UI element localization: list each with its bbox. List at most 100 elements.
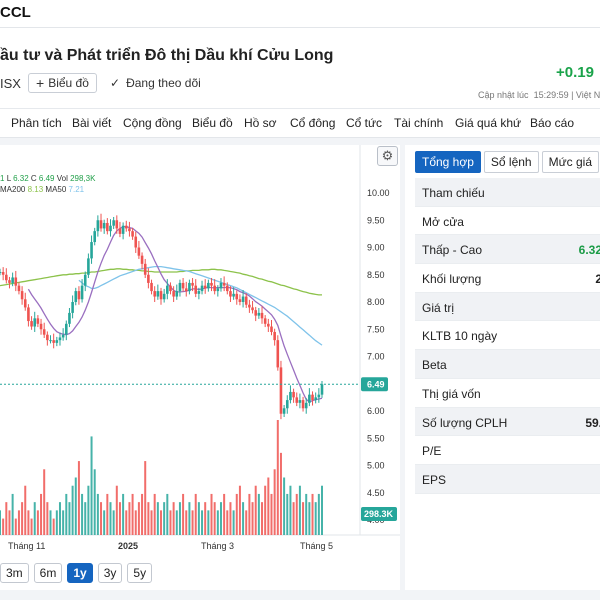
candle-body: [210, 282, 213, 286]
candle-body: [93, 231, 97, 243]
candle-body: [175, 291, 179, 297]
candle-body: [166, 285, 169, 294]
y-tick-label: 8.50: [367, 270, 385, 280]
tab-shareholders[interactable]: Cổ đông: [290, 116, 336, 130]
volume-bar: [5, 502, 8, 535]
volume-bar: [273, 469, 276, 535]
volume-bar: [279, 452, 282, 535]
tab-summary[interactable]: Tổng hợp: [415, 151, 481, 173]
volume-bar: [261, 502, 264, 535]
price-chart[interactable]: 10.009.509.008.508.007.507.006.506.005.5…: [0, 145, 400, 565]
volume-bar: [292, 502, 295, 535]
volume-bar: [125, 510, 128, 535]
tab-reports[interactable]: Báo cáo: [530, 116, 575, 130]
tab-order-book[interactable]: Sổ lệnh: [483, 151, 539, 173]
candle-body: [200, 285, 204, 292]
follow-toggle[interactable]: ✓ Đang theo dõi: [110, 76, 201, 90]
volume-bar: [106, 493, 109, 535]
tab-dividends[interactable]: Cổ tức: [346, 116, 383, 130]
volume-bar: [295, 493, 298, 535]
period-3m-button[interactable]: 3m: [0, 563, 29, 583]
tab-price-history[interactable]: Giá quá khứ: [455, 116, 522, 130]
volume-bar: [197, 502, 200, 535]
period-1y-button[interactable]: 1y: [67, 563, 93, 583]
volume-bar: [141, 493, 144, 535]
summary-panel: Tổng hợp Sổ lệnh Mức giá T Tham chiếu Mở …: [405, 145, 600, 590]
tab-price-levels[interactable]: Mức giá: [541, 151, 599, 173]
tab-articles[interactable]: Bài viết: [72, 116, 112, 130]
follow-label: Đang theo dõi: [126, 76, 201, 90]
main-tabs: Phân tích Bài viết Cộng đồng Biểu đồ Hồ …: [0, 108, 600, 138]
candle-body: [118, 228, 122, 234]
chart-settings-button[interactable]: ⚙: [377, 146, 398, 166]
volume-bar: [24, 485, 27, 535]
tab-financials[interactable]: Tài chính: [394, 116, 444, 130]
candle-body: [311, 394, 314, 401]
volume-bar: [156, 502, 159, 535]
candle-body: [42, 329, 46, 335]
candle-body: [156, 291, 160, 297]
volume-bar: [109, 502, 112, 535]
ma200-line: [0, 268, 322, 296]
candle-body: [279, 367, 283, 414]
candle-body: [292, 391, 295, 398]
candle-body: [20, 291, 24, 300]
period-3y-button[interactable]: 3y: [97, 563, 123, 583]
legend-close-label: C: [30, 174, 37, 183]
volume-bar: [62, 510, 65, 535]
volume-bar: [96, 493, 99, 535]
candle-body: [238, 299, 242, 302]
candle-body: [71, 302, 74, 313]
candle-body: [137, 247, 141, 256]
summary-row: Tham chiếu: [415, 178, 600, 207]
volume-bar: [153, 493, 156, 535]
candle-body: [159, 291, 163, 300]
candle-body: [131, 231, 134, 237]
candle-body: [181, 282, 185, 289]
y-tick-label: 7.50: [367, 324, 385, 334]
plus-icon: +: [36, 75, 45, 91]
period-5y-button[interactable]: 5y: [127, 563, 153, 583]
updated-label: Cập nhật lúc: [478, 90, 529, 100]
x-tick-label: Tháng 5: [300, 541, 333, 551]
candle-body: [52, 340, 55, 343]
tab-profile[interactable]: Hồ sơ: [244, 116, 277, 130]
updated-time: Cập nhật lúc 15:29:59 | Việt N: [478, 90, 600, 100]
candle-body: [74, 291, 78, 302]
candle-body: [64, 323, 68, 335]
candle-body: [276, 340, 280, 368]
volume-bar: [191, 510, 194, 535]
tab-community[interactable]: Cộng đồng: [123, 116, 182, 130]
volume-bar: [118, 502, 121, 535]
volume-bar: [194, 493, 197, 535]
candle-body: [216, 288, 220, 292]
volume-bar: [160, 510, 162, 535]
tab-analysis[interactable]: Phân tích: [11, 116, 62, 130]
last-price-tag: [361, 377, 388, 392]
volume-bar: [270, 493, 273, 535]
volume-bar: [134, 510, 137, 535]
summary-row-label: Tham chiếu: [422, 186, 485, 200]
volume-bar: [223, 493, 226, 535]
candle-body: [270, 326, 273, 332]
y-tick-label: 9.00: [367, 243, 385, 253]
summary-row-label: Khối lượng: [422, 272, 482, 287]
add-chart-button[interactable]: + Biểu đồ: [28, 73, 97, 93]
candle-body: [102, 222, 106, 229]
volume-bar: [137, 502, 140, 535]
volume-bar: [112, 510, 115, 535]
volume-bar: [207, 510, 210, 535]
period-6m-button[interactable]: 6m: [33, 563, 63, 583]
tab-chart[interactable]: Biểu đồ: [192, 116, 233, 130]
volume-bar: [305, 493, 308, 535]
x-tick-label: Tháng 3: [201, 541, 234, 551]
candle-body: [251, 307, 254, 311]
summary-row: KLTB 10 ngày: [415, 321, 600, 351]
candle-body: [55, 340, 59, 343]
candle-body: [153, 291, 156, 297]
candle-body: [257, 312, 261, 316]
volume-bar: [147, 502, 150, 535]
candle-body: [263, 318, 267, 324]
volume-bar: [21, 502, 24, 535]
volume-bar: [87, 485, 90, 535]
